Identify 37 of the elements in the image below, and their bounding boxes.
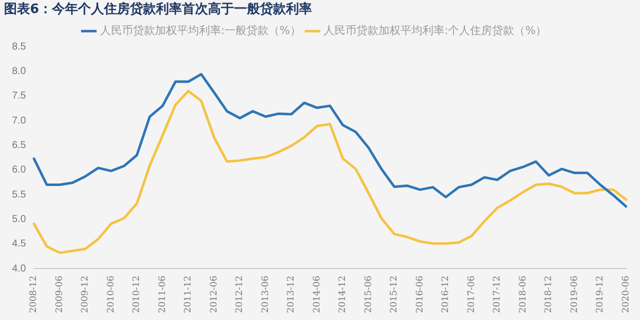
x-tick-label: 2015-12 <box>390 276 400 314</box>
x-tick-label: 2018-12 <box>544 276 554 314</box>
x-tick-label: 2017-06 <box>466 275 477 314</box>
x-tick-label: 2014-06 <box>312 275 322 314</box>
x-tick-label: 2008-12 <box>29 276 40 314</box>
x-tick-label: 2018-06 <box>518 275 528 314</box>
x-tick-label: 2015-06 <box>364 275 374 314</box>
x-tick-label: 2011-12 <box>184 276 194 314</box>
y-tick-label: 6.0 <box>12 164 26 176</box>
y-tick-label: 5.0 <box>12 214 26 226</box>
x-tick-label: 2016-12 <box>441 276 452 314</box>
x-tick-label: 2019-06 <box>570 275 580 314</box>
x-tick-label: 2013-12 <box>286 276 297 314</box>
x-tick-label: 2016-06 <box>415 275 426 314</box>
y-tick-label: 4.0 <box>12 263 26 274</box>
y-tick-label: 7.5 <box>12 90 26 102</box>
chart-title: 图表6：今年个人住房贷款利率首次高于一般贷款利率 <box>4 1 312 18</box>
y-tick-label: 4.5 <box>12 238 26 250</box>
x-tick-label: 2013-06 <box>260 275 271 314</box>
x-tick-label: 2017-12 <box>492 276 503 314</box>
y-tick-label: 8.5 <box>12 41 26 52</box>
x-tick-label: 2011-06 <box>158 275 168 314</box>
x-tick-label: 2020-06 <box>621 275 632 314</box>
x-tick-label: 2010-12 <box>132 276 142 314</box>
x-tick-label: 2009-12 <box>80 276 91 314</box>
x-tick-label: 2019-12 <box>596 276 606 314</box>
y-tick-label: 8.0 <box>12 66 26 78</box>
x-tick-label: 2014-12 <box>338 276 348 314</box>
legend-label: 人民币贷款加权平均利率:个人住房贷款（%） <box>324 24 547 37</box>
x-tick-label: 2010-06 <box>106 275 116 314</box>
legend-label: 人民币贷款加权平均利率:一般贷款（%） <box>100 24 302 37</box>
x-tick-label: 2012-12 <box>235 276 246 314</box>
y-tick-label: 7.0 <box>12 115 26 126</box>
y-tick-label: 6.5 <box>12 140 26 152</box>
y-tick-label: 5.5 <box>12 189 26 200</box>
x-tick-label: 2009-06 <box>54 275 65 314</box>
x-tick-label: 2012-06 <box>209 275 220 314</box>
